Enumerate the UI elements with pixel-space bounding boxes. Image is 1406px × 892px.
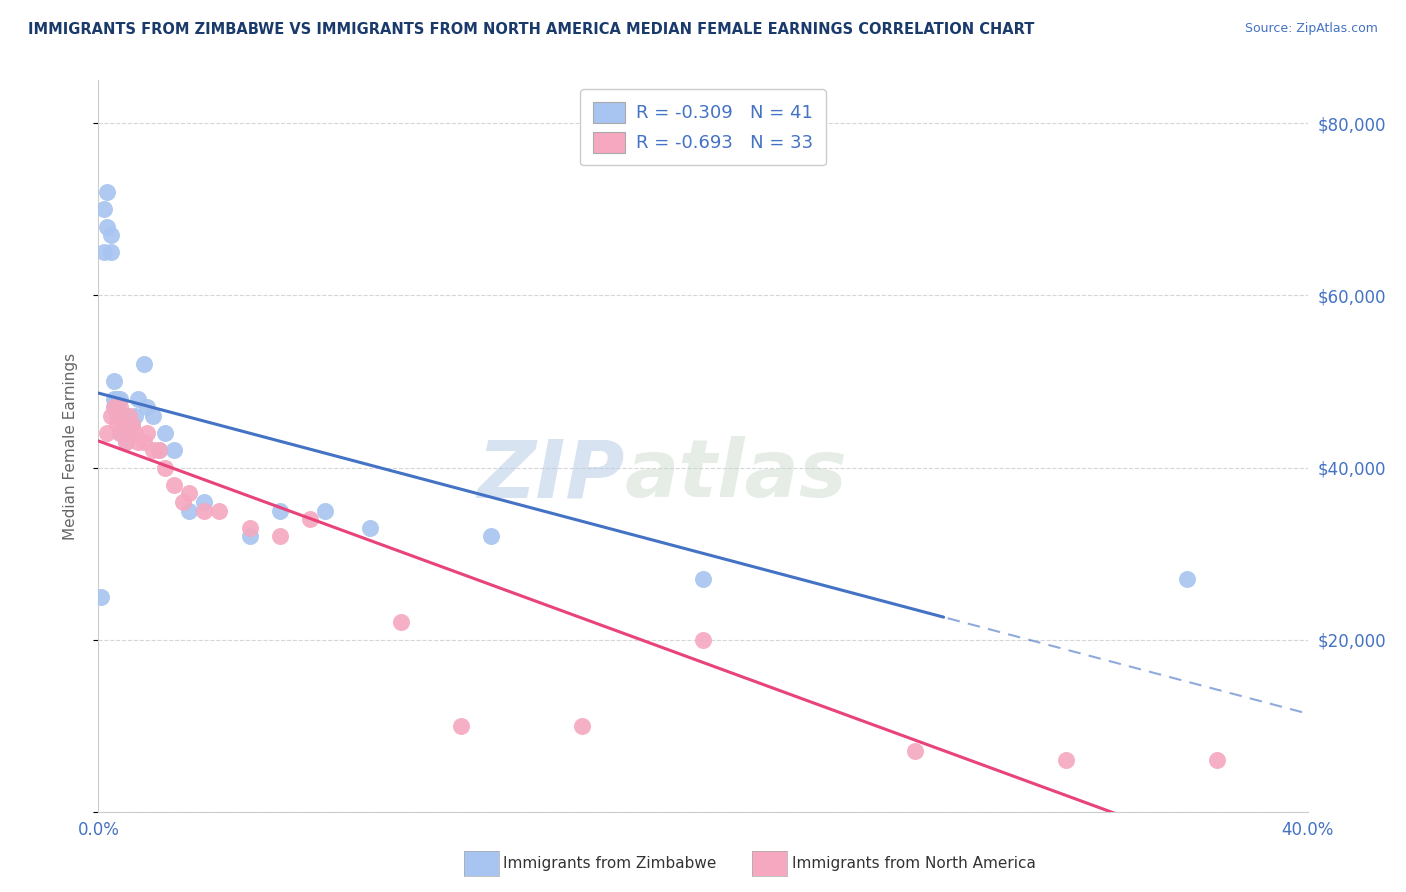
Text: Immigrants from North America: Immigrants from North America	[792, 856, 1035, 871]
Point	[114, 426, 136, 441]
Point	[135, 426, 157, 441]
Point	[239, 521, 262, 535]
Point	[121, 417, 143, 432]
Point	[93, 202, 115, 217]
Point	[208, 503, 231, 517]
Point	[314, 503, 336, 517]
Point	[96, 426, 118, 441]
Point	[111, 426, 134, 441]
Point	[108, 426, 131, 441]
Point	[571, 719, 593, 733]
Point	[148, 443, 170, 458]
Point	[103, 401, 125, 415]
Point	[179, 486, 201, 500]
Point	[360, 521, 382, 535]
Point	[692, 573, 714, 587]
Text: Immigrants from Zimbabwe: Immigrants from Zimbabwe	[503, 856, 717, 871]
Point	[100, 409, 122, 423]
Point	[100, 245, 122, 260]
Point	[96, 185, 118, 199]
Point	[193, 503, 215, 517]
Point	[118, 426, 141, 441]
Point	[108, 401, 131, 415]
Point	[114, 434, 136, 449]
Point	[108, 392, 131, 406]
Point	[193, 495, 215, 509]
Point	[90, 590, 112, 604]
Point	[269, 503, 291, 517]
Point	[100, 228, 122, 243]
Text: ZIP: ZIP	[477, 436, 624, 515]
Point	[239, 529, 262, 543]
Point	[135, 401, 157, 415]
Point	[1175, 573, 1198, 587]
Point	[172, 495, 194, 509]
Point	[269, 529, 291, 543]
Point	[111, 417, 134, 432]
Point	[103, 375, 125, 389]
Point	[108, 426, 131, 441]
Point	[108, 409, 131, 423]
Point	[179, 503, 201, 517]
Point	[1054, 753, 1077, 767]
Point	[127, 434, 149, 449]
Point	[105, 409, 128, 423]
Point	[142, 443, 165, 458]
Point	[142, 409, 165, 423]
Point	[118, 426, 141, 441]
Point	[96, 219, 118, 234]
Point	[1206, 753, 1229, 767]
Point	[127, 392, 149, 406]
Point	[111, 409, 134, 423]
Point	[132, 434, 155, 449]
Point	[124, 426, 146, 441]
Point	[904, 744, 927, 758]
Point	[114, 434, 136, 449]
Point	[148, 443, 170, 458]
Point	[93, 245, 115, 260]
Point	[132, 357, 155, 371]
Point	[299, 512, 322, 526]
Point	[105, 417, 128, 432]
Point	[481, 529, 503, 543]
Text: atlas: atlas	[624, 436, 848, 515]
Legend: R = -0.309   N = 41, R = -0.693   N = 33: R = -0.309 N = 41, R = -0.693 N = 33	[581, 89, 825, 165]
Y-axis label: Median Female Earnings: Median Female Earnings	[63, 352, 77, 540]
Point	[118, 409, 141, 423]
Point	[163, 443, 186, 458]
Point	[105, 401, 128, 415]
Point	[103, 401, 125, 415]
Point	[389, 615, 412, 630]
Point	[450, 719, 472, 733]
Point	[153, 426, 176, 441]
Point	[124, 409, 146, 423]
Point	[111, 417, 134, 432]
Point	[103, 392, 125, 406]
Point	[121, 417, 143, 432]
Point	[105, 392, 128, 406]
Point	[118, 409, 141, 423]
Text: Source: ZipAtlas.com: Source: ZipAtlas.com	[1244, 22, 1378, 36]
Point	[163, 477, 186, 491]
Text: IMMIGRANTS FROM ZIMBABWE VS IMMIGRANTS FROM NORTH AMERICA MEDIAN FEMALE EARNINGS: IMMIGRANTS FROM ZIMBABWE VS IMMIGRANTS F…	[28, 22, 1035, 37]
Point	[153, 460, 176, 475]
Point	[692, 632, 714, 647]
